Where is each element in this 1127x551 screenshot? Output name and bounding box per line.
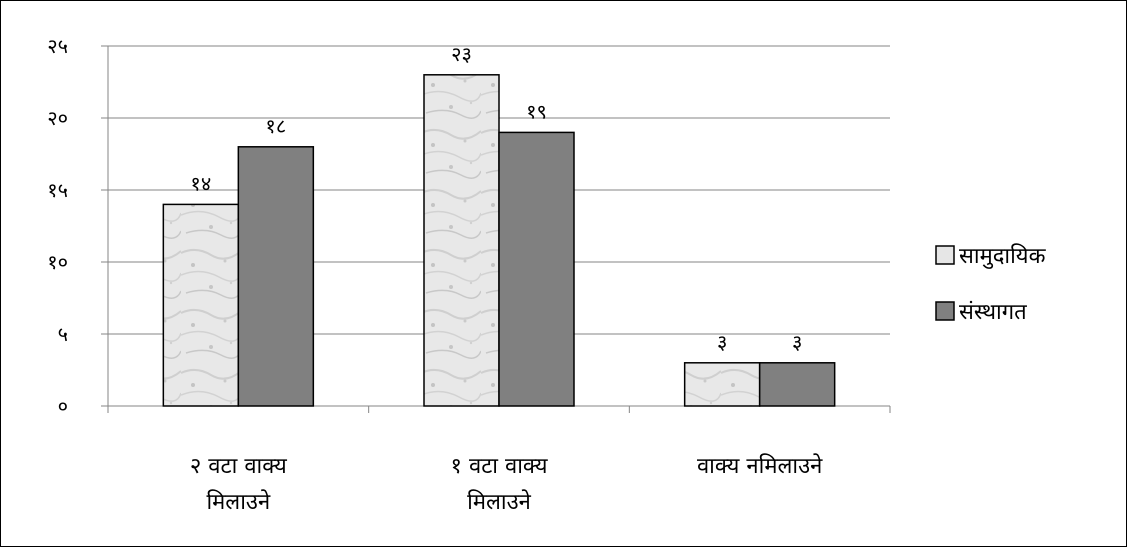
data-label: ३ <box>717 330 727 354</box>
x-category-label: मिलाउने <box>467 489 532 515</box>
y-tick-label: ५ <box>58 322 68 346</box>
data-label: १८ <box>265 114 286 138</box>
y-tick-label: २० <box>47 106 68 130</box>
legend-swatch <box>935 245 955 265</box>
bar-sansthagat <box>237 146 315 407</box>
y-tick-label: २५ <box>47 34 68 58</box>
data-labels: १४ १८ २३ १९ ३ ३ <box>190 42 802 354</box>
axes: ० ५ १० १५ २० २५ २ वटा वाक्य मिलाउने १ वटा वाक्य म… <box>47 34 891 515</box>
data-label: ३ <box>792 330 802 354</box>
bar-sansthagat <box>758 362 836 407</box>
y-tick-label: १५ <box>47 178 68 202</box>
x-category-label: वाक्य नमिलाउने <box>697 453 823 479</box>
x-category-label: १ वटा वाक्य <box>451 454 549 479</box>
data-label: १४ <box>190 171 211 195</box>
data-label: २३ <box>451 42 472 66</box>
bar-samudayik <box>162 203 240 407</box>
bar-sansthagat <box>498 131 575 407</box>
x-category-label: मिलाउने <box>206 489 271 515</box>
legend-label: सामुदायिक <box>959 243 1047 269</box>
legend-swatch <box>935 301 955 321</box>
y-tick-label: १० <box>47 250 68 274</box>
legend-label: संस्थागत <box>959 300 1027 325</box>
bars <box>162 74 836 407</box>
bar-samudayik <box>683 362 761 407</box>
data-label: १९ <box>526 99 547 123</box>
x-category-label: २ वटा वाक्य <box>190 454 288 479</box>
legend: सामुदायिक संस्थागत <box>935 243 1047 325</box>
y-tick-label: ० <box>58 394 68 418</box>
bar-samudayik <box>423 74 500 407</box>
